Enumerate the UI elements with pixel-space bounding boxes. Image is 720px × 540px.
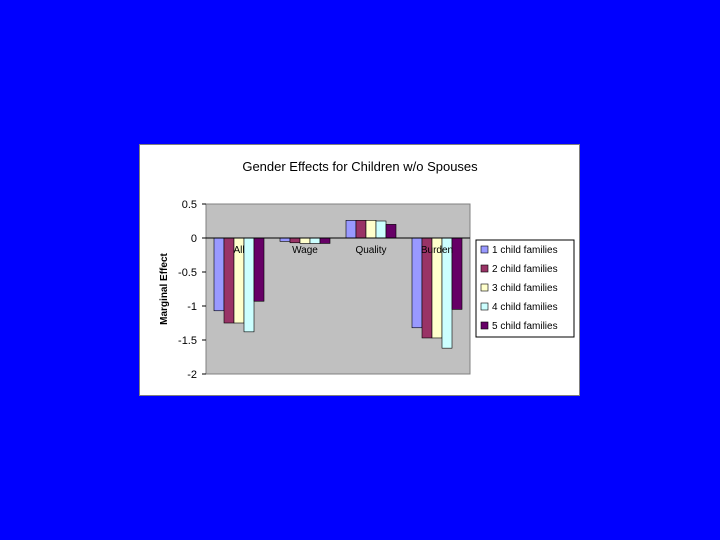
legend-label: 2 child families	[492, 264, 558, 275]
legend-swatch	[480, 321, 489, 330]
y-tick-label: -1.5	[178, 335, 197, 347]
category-labels: All Wage Quality Burden	[233, 245, 453, 256]
legend-label: 5 child families	[492, 321, 558, 332]
category-label: Quality	[355, 245, 386, 256]
bar	[451, 237, 463, 310]
bar	[253, 237, 265, 302]
bar	[243, 237, 255, 333]
y-axis-label: Marginal Effect	[159, 252, 170, 324]
bar	[385, 224, 397, 239]
y-tick-label: 0.5	[182, 199, 197, 211]
legend-box	[475, 239, 575, 338]
bar	[355, 220, 367, 239]
bar	[299, 237, 311, 244]
legend-label: 3 child families	[492, 283, 558, 294]
bar	[365, 220, 377, 239]
bar	[345, 220, 357, 239]
legend-swatch	[480, 264, 489, 273]
y-tick-label: -2	[187, 369, 197, 381]
legend-swatch	[480, 302, 489, 311]
chart-svg: Gender Effects for Children w/o Spouses …	[159, 159, 575, 381]
legend: 1 child families 2 child families 3 child …	[475, 239, 575, 338]
y-tick-label: -0.5	[178, 267, 197, 279]
chart-title: Gender Effects for Children w/o Spouses	[242, 159, 478, 174]
bar	[319, 237, 331, 244]
legend-swatch	[480, 245, 489, 254]
legend-label: 1 child families	[492, 245, 558, 256]
bar	[213, 237, 225, 312]
category-label: Wage	[292, 245, 318, 256]
legend-swatch	[480, 283, 489, 292]
y-ticks: 0.5 0 -0.5 -1 -1.5 -2	[178, 199, 206, 381]
category-label: Burden	[421, 245, 453, 256]
bars	[213, 220, 463, 349]
y-tick-label: 0	[191, 233, 197, 245]
bar	[289, 237, 301, 244]
category-label: All	[233, 245, 244, 256]
bar	[279, 237, 291, 242]
legend-label: 4 child families	[492, 302, 558, 313]
y-tick-label: -1	[187, 301, 197, 313]
chart-frame: Gender Effects for Children w/o Spouses …	[139, 144, 580, 396]
bar	[375, 220, 387, 239]
bar	[309, 237, 321, 244]
